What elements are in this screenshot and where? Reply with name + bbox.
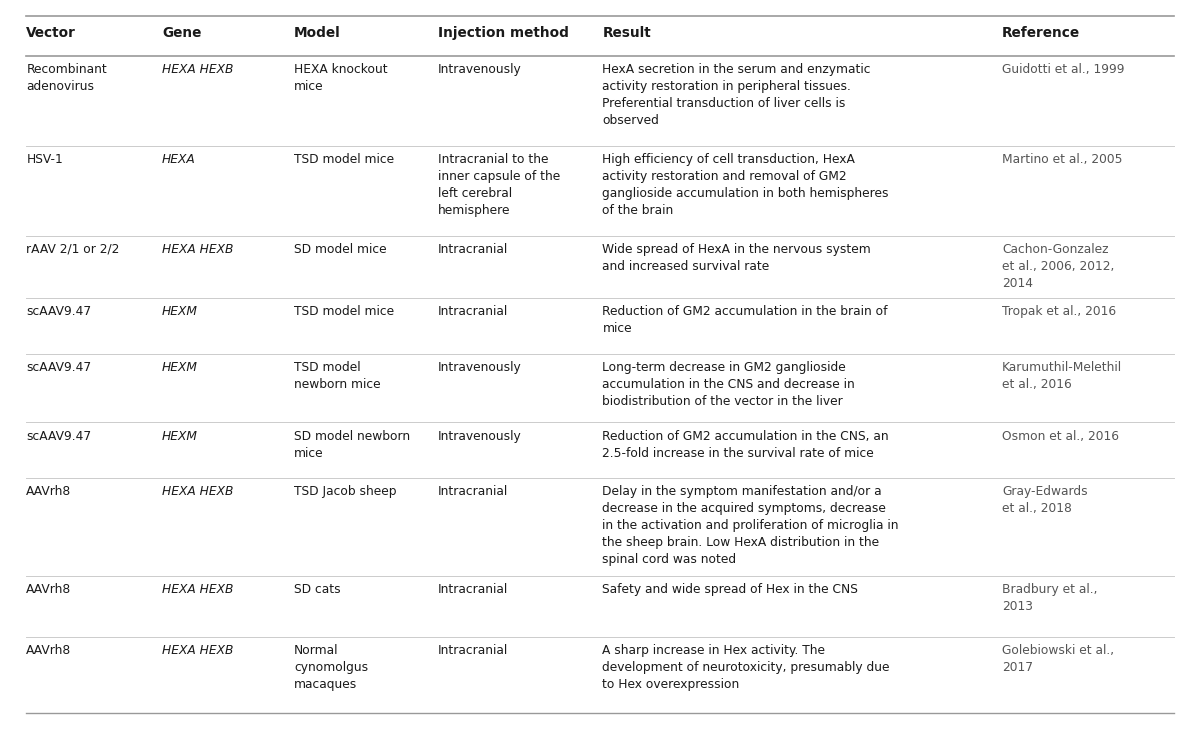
Text: HEXM: HEXM (162, 429, 198, 443)
Text: Vector: Vector (26, 26, 77, 39)
Text: TSD Jacob sheep: TSD Jacob sheep (294, 486, 396, 499)
Text: HEXA HEXB: HEXA HEXB (162, 486, 233, 499)
Text: Tropak et al., 2016: Tropak et al., 2016 (1002, 305, 1116, 319)
Text: Intracranial: Intracranial (438, 305, 509, 319)
Text: HEXA HEXB: HEXA HEXB (162, 243, 233, 256)
Text: Wide spread of HexA in the nervous system
and increased survival rate: Wide spread of HexA in the nervous syste… (602, 243, 871, 273)
Text: AAVrh8: AAVrh8 (26, 644, 72, 657)
Text: Osmon et al., 2016: Osmon et al., 2016 (1002, 429, 1120, 443)
Text: Model: Model (294, 26, 341, 39)
Text: HEXA HEXB: HEXA HEXB (162, 63, 233, 76)
Text: Long-term decrease in GM2 ganglioside
accumulation in the CNS and decrease in
bi: Long-term decrease in GM2 ganglioside ac… (602, 361, 856, 408)
Text: Bradbury et al.,
2013: Bradbury et al., 2013 (1002, 583, 1098, 613)
Text: Intracranial to the
inner capsule of the
left cerebral
hemisphere: Intracranial to the inner capsule of the… (438, 153, 560, 217)
Text: Intracranial: Intracranial (438, 583, 509, 596)
Text: Result: Result (602, 26, 652, 39)
Text: AAVrh8: AAVrh8 (26, 583, 72, 596)
Text: HEXA HEXB: HEXA HEXB (162, 644, 233, 657)
Text: TSD model mice: TSD model mice (294, 153, 394, 166)
Text: scAAV9.47: scAAV9.47 (26, 429, 91, 443)
Text: Cachon-Gonzalez
et al., 2006, 2012,
2014: Cachon-Gonzalez et al., 2006, 2012, 2014 (1002, 243, 1115, 290)
Text: HexA secretion in the serum and enzymatic
activity restoration in peripheral tis: HexA secretion in the serum and enzymati… (602, 63, 871, 127)
Text: Intravenously: Intravenously (438, 429, 522, 443)
Text: Guidotti et al., 1999: Guidotti et al., 1999 (1002, 63, 1124, 76)
Text: TSD model mice: TSD model mice (294, 305, 394, 319)
Text: rAAV 2/1 or 2/2: rAAV 2/1 or 2/2 (26, 243, 120, 256)
Text: Intracranial: Intracranial (438, 486, 509, 499)
Text: Reference: Reference (1002, 26, 1080, 39)
Text: Gray-Edwards
et al., 2018: Gray-Edwards et al., 2018 (1002, 486, 1087, 515)
Text: High efficiency of cell transduction, HexA
activity restoration and removal of G: High efficiency of cell transduction, He… (602, 153, 889, 217)
Text: A sharp increase in Hex activity. The
development of neurotoxicity, presumably d: A sharp increase in Hex activity. The de… (602, 644, 890, 691)
Text: Intravenously: Intravenously (438, 63, 522, 76)
Text: Delay in the symptom manifestation and/or a
decrease in the acquired symptoms, d: Delay in the symptom manifestation and/o… (602, 486, 899, 566)
Text: SD cats: SD cats (294, 583, 341, 596)
Text: HEXM: HEXM (162, 361, 198, 374)
Text: HEXA knockout
mice: HEXA knockout mice (294, 63, 388, 93)
Text: scAAV9.47: scAAV9.47 (26, 305, 91, 319)
Text: Golebiowski et al.,
2017: Golebiowski et al., 2017 (1002, 644, 1114, 674)
Text: TSD model
newborn mice: TSD model newborn mice (294, 361, 380, 391)
Text: Intracranial: Intracranial (438, 243, 509, 256)
Text: scAAV9.47: scAAV9.47 (26, 361, 91, 374)
Text: SD model mice: SD model mice (294, 243, 386, 256)
Text: HEXA: HEXA (162, 153, 196, 166)
Text: SD model newborn
mice: SD model newborn mice (294, 429, 410, 460)
Text: HEXM: HEXM (162, 305, 198, 319)
Text: AAVrh8: AAVrh8 (26, 486, 72, 499)
Text: Recombinant
adenovirus: Recombinant adenovirus (26, 63, 107, 93)
Text: HEXA HEXB: HEXA HEXB (162, 583, 233, 596)
Text: HSV-1: HSV-1 (26, 153, 64, 166)
Text: Injection method: Injection method (438, 26, 569, 39)
Text: Martino et al., 2005: Martino et al., 2005 (1002, 153, 1122, 166)
Text: Gene: Gene (162, 26, 202, 39)
Text: Normal
cynomolgus
macaques: Normal cynomolgus macaques (294, 644, 368, 691)
Text: Intracranial: Intracranial (438, 644, 509, 657)
Text: Reduction of GM2 accumulation in the brain of
mice: Reduction of GM2 accumulation in the bra… (602, 305, 888, 335)
Text: Safety and wide spread of Hex in the CNS: Safety and wide spread of Hex in the CNS (602, 583, 858, 596)
Text: Karumuthil-Melethil
et al., 2016: Karumuthil-Melethil et al., 2016 (1002, 361, 1122, 391)
Text: Reduction of GM2 accumulation in the CNS, an
2.5-fold increase in the survival r: Reduction of GM2 accumulation in the CNS… (602, 429, 889, 460)
Text: Intravenously: Intravenously (438, 361, 522, 374)
